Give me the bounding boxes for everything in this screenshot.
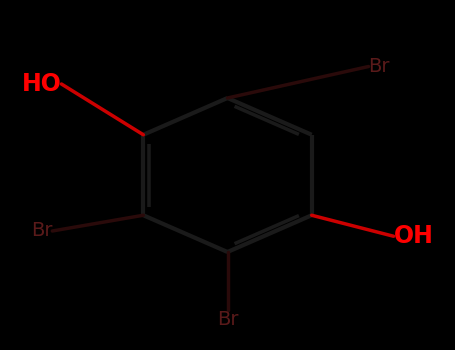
Text: OH: OH — [394, 224, 434, 248]
Text: HO: HO — [21, 72, 61, 96]
Text: Br: Br — [31, 222, 52, 240]
Text: Br: Br — [369, 57, 390, 76]
Text: Br: Br — [217, 310, 238, 329]
